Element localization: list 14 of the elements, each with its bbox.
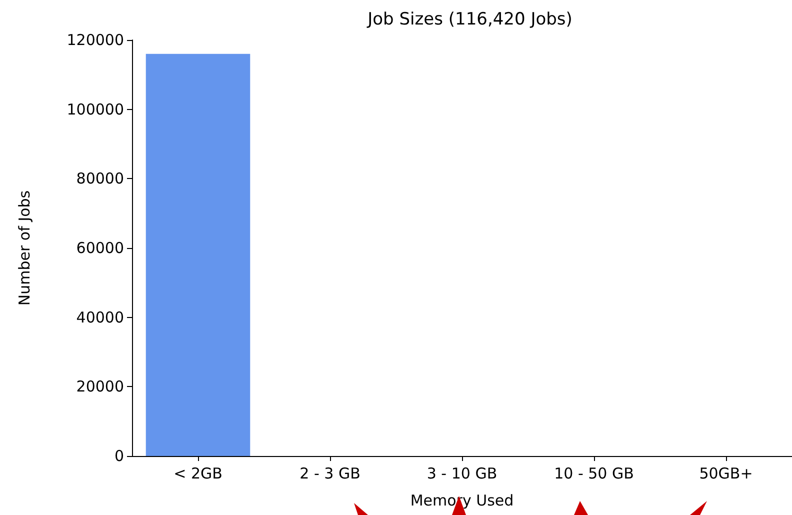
y-tick-label: 60000 <box>76 239 124 257</box>
y-tick-label: 20000 <box>76 378 124 396</box>
x-tick-label: 50GB+ <box>699 464 753 482</box>
y-tick-label: 100000 <box>66 100 124 118</box>
y-tick-label: 120000 <box>66 31 124 49</box>
x-tick-label: < 2GB <box>174 464 222 482</box>
y-tick-label: 40000 <box>76 308 124 326</box>
x-tick-label: 2 - 3 GB <box>300 464 360 482</box>
y-tick-label: 0 <box>114 447 124 465</box>
y-axis-title: Number of Jobs <box>16 190 34 306</box>
chart-title: Job Sizes (116,420 Jobs) <box>366 10 572 30</box>
x-tick-label: 3 - 10 GB <box>426 464 498 482</box>
y-tick-label: 80000 <box>76 170 124 188</box>
x-tick-label: 10 - 50 GB <box>554 464 634 482</box>
